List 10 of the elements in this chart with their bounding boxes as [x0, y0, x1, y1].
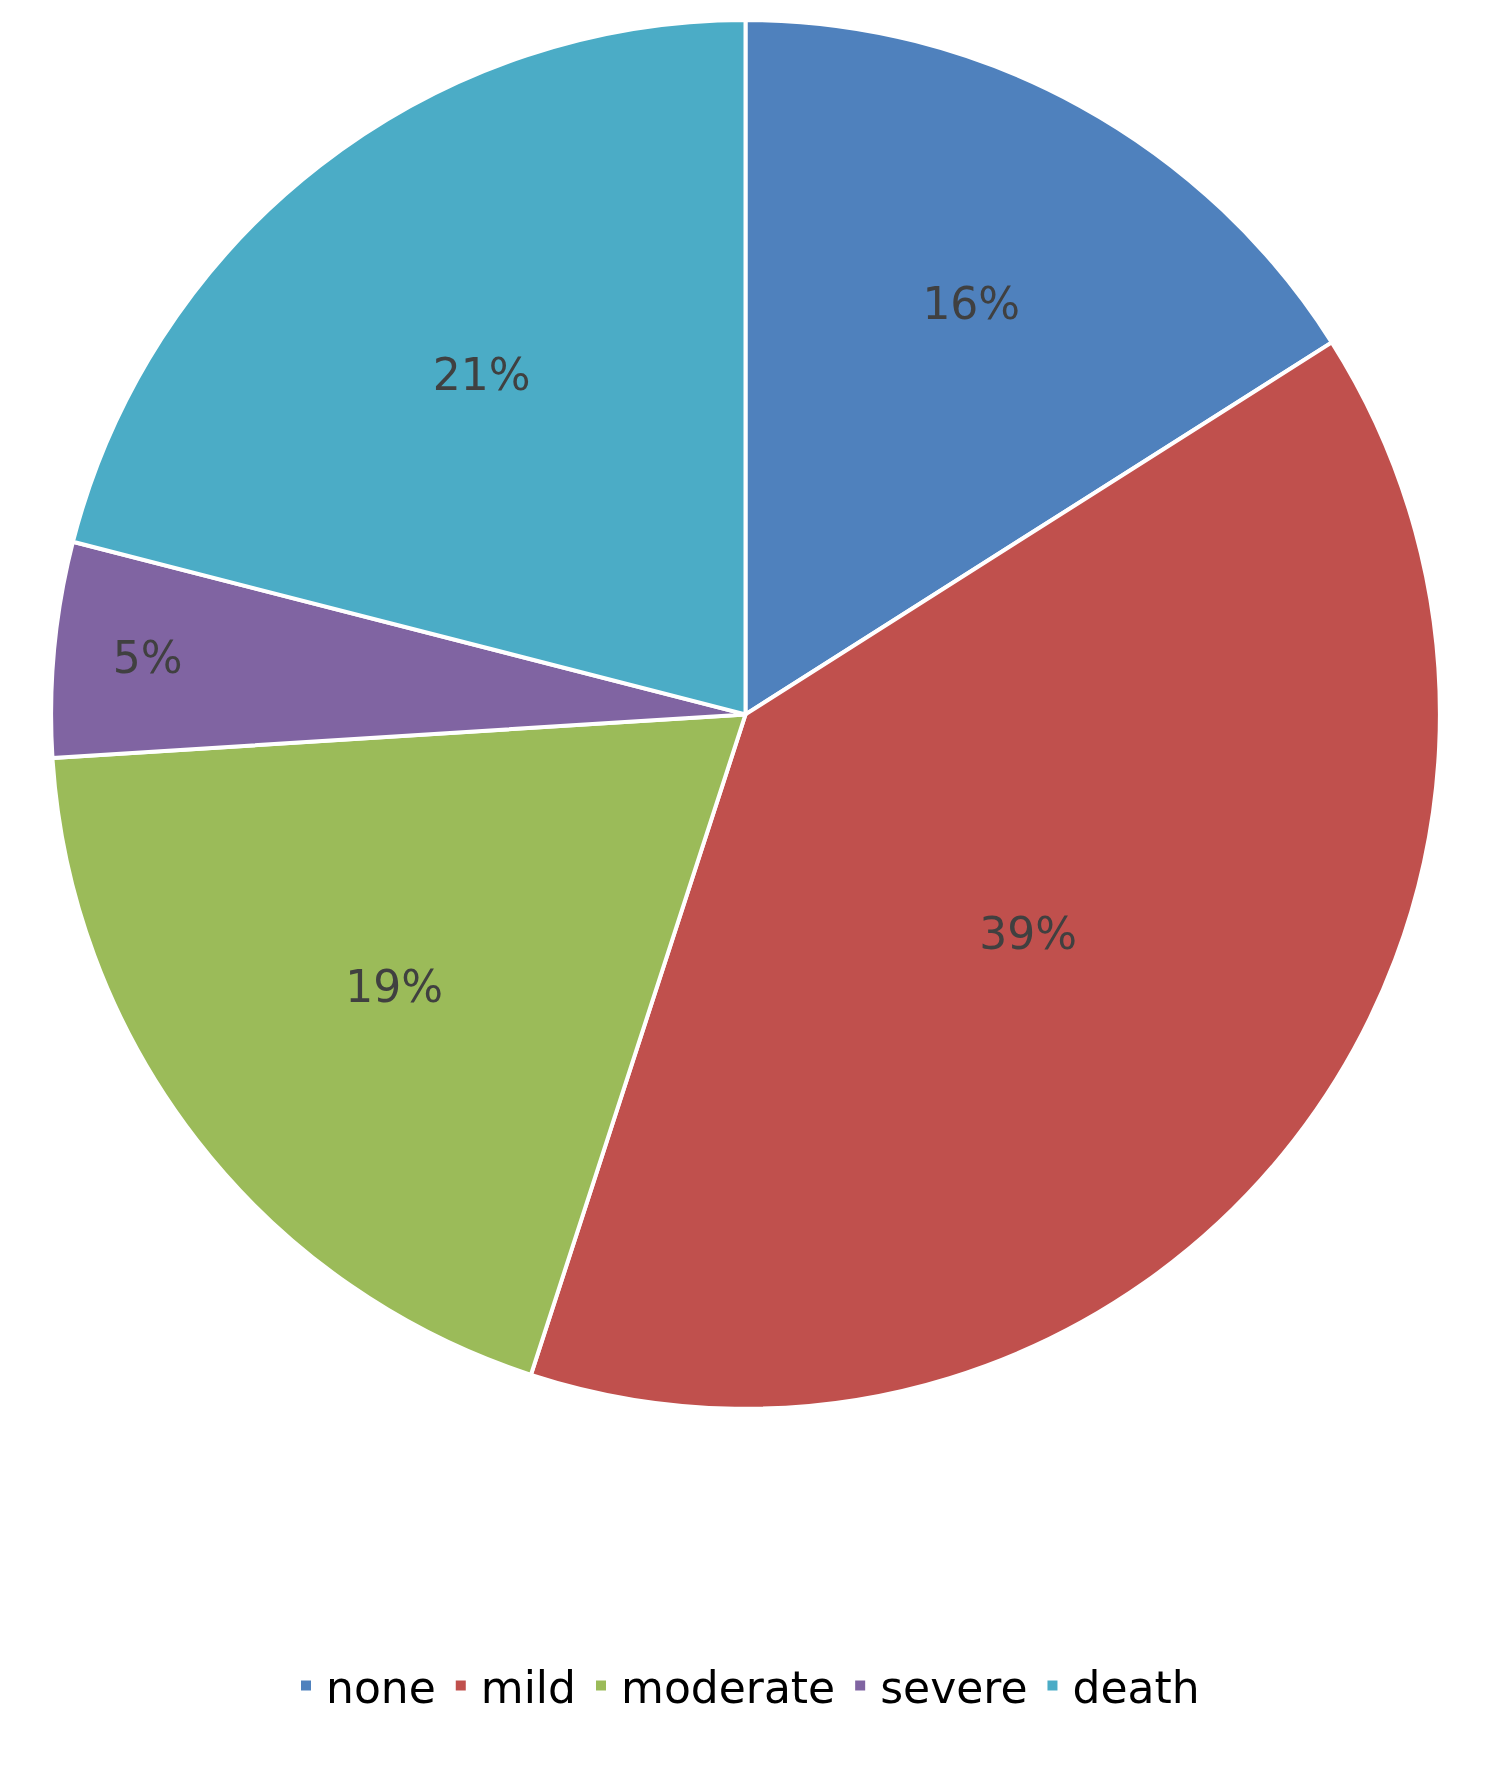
legend-label: moderate — [621, 1661, 836, 1713]
data-label: 19% — [345, 961, 444, 1013]
legend-label: mild — [480, 1661, 577, 1713]
data-label: 39% — [979, 908, 1078, 960]
legend-label: none — [326, 1661, 436, 1713]
data-label: 21% — [432, 348, 531, 400]
legend-label: severe — [880, 1661, 1028, 1713]
data-label: 5% — [112, 632, 183, 684]
legend-label: death — [1072, 1661, 1200, 1713]
data-label: 16% — [922, 278, 1021, 330]
